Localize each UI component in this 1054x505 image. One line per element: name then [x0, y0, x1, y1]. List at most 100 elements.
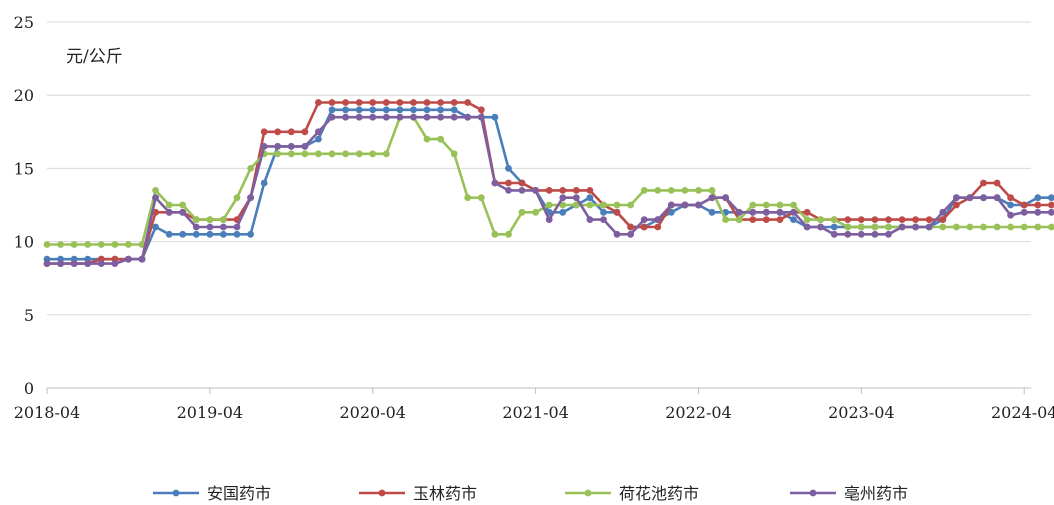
- data-point: [545, 201, 553, 209]
- data-point: [355, 99, 363, 106]
- data-point: [491, 230, 499, 238]
- data-point: [980, 179, 987, 187]
- data-point: [559, 194, 567, 202]
- data-point: [857, 223, 865, 231]
- data-point: [1048, 201, 1054, 209]
- series-line: [47, 101, 1054, 265]
- data-point: [518, 187, 526, 194]
- data-point: [179, 208, 187, 216]
- data-point: [165, 201, 173, 209]
- data-point: [396, 113, 404, 121]
- data-point: [260, 143, 268, 150]
- data-point: [1048, 223, 1054, 231]
- series-1: [43, 106, 1054, 263]
- data-point: [1048, 194, 1054, 202]
- data-point: [355, 150, 363, 158]
- data-point: [993, 179, 1001, 187]
- data-point: [857, 230, 865, 238]
- data-point: [206, 230, 214, 238]
- data-point: [993, 194, 1001, 202]
- data-point: [287, 143, 295, 150]
- data-point: [790, 201, 797, 209]
- data-point: [111, 241, 119, 248]
- data-point: [342, 113, 349, 121]
- data-point: [627, 201, 634, 209]
- data-point: [667, 208, 675, 216]
- data-point: [1048, 208, 1054, 216]
- data-point: [328, 113, 336, 121]
- data-point: [287, 150, 295, 158]
- data-point: [586, 194, 594, 202]
- y-tick-label: 20: [14, 86, 34, 105]
- data-point: [43, 260, 51, 267]
- data-point: [315, 99, 322, 106]
- data-point: [355, 106, 363, 114]
- y-unit-label: 元/公斤: [66, 47, 123, 67]
- data-point: [274, 150, 282, 158]
- data-point: [572, 194, 580, 202]
- data-point: [953, 223, 960, 231]
- data-point: [192, 223, 200, 231]
- data-point: [315, 150, 322, 158]
- data-point: [613, 208, 621, 216]
- data-point: [1007, 194, 1014, 202]
- data-point: [505, 179, 512, 187]
- data-point: [695, 187, 702, 194]
- data-point: [885, 230, 892, 238]
- data-point: [165, 230, 173, 238]
- data-point: [722, 216, 729, 224]
- data-point: [518, 179, 526, 187]
- legend-swatch-marker: [378, 489, 386, 497]
- data-point: [1007, 201, 1014, 209]
- y-tick-label: 0: [24, 379, 34, 398]
- data-point: [423, 113, 431, 121]
- data-point: [654, 187, 662, 194]
- x-tick-label: 2024-04: [991, 403, 1054, 422]
- data-point: [735, 208, 743, 216]
- legend-item: 玉林药市: [359, 484, 477, 503]
- data-point: [138, 255, 146, 263]
- data-point: [287, 128, 295, 136]
- data-point: [423, 106, 431, 114]
- data-point: [993, 223, 1001, 231]
- data-point: [1034, 201, 1042, 209]
- data-point: [179, 230, 187, 238]
- data-point: [790, 216, 797, 224]
- data-point: [477, 106, 485, 114]
- legend-swatch-marker: [584, 489, 592, 497]
- data-point: [477, 113, 485, 121]
- data-point: [342, 99, 349, 106]
- data-point: [220, 230, 227, 238]
- data-point: [966, 223, 974, 231]
- data-point: [803, 208, 811, 216]
- data-point: [220, 216, 227, 224]
- data-point: [586, 201, 594, 209]
- series-layer: [43, 99, 1054, 267]
- data-point: [586, 216, 594, 224]
- series-4: [43, 113, 1054, 267]
- data-point: [328, 99, 336, 106]
- y-tick-label: 10: [14, 233, 34, 252]
- data-point: [776, 201, 784, 209]
- data-point: [233, 230, 241, 238]
- x-tick-label: 2023-04: [828, 403, 894, 422]
- data-point: [464, 99, 472, 106]
- data-point: [70, 260, 78, 267]
- data-point: [898, 216, 906, 224]
- legend: 安国药市 玉林药市 荷花池药市 亳州药市: [153, 484, 908, 503]
- data-point: [749, 216, 757, 224]
- data-point: [382, 113, 390, 121]
- data-point: [613, 230, 621, 238]
- data-point: [1020, 223, 1028, 231]
- data-point: [708, 208, 716, 216]
- legend-item: 荷花池药市: [565, 484, 699, 503]
- data-point: [722, 194, 729, 202]
- data-point: [165, 208, 173, 216]
- data-point: [762, 216, 770, 224]
- data-point: [912, 216, 919, 224]
- data-point: [1020, 208, 1028, 216]
- data-point: [328, 106, 336, 114]
- x-tick-label: 2022-04: [665, 403, 731, 422]
- data-point: [233, 223, 241, 231]
